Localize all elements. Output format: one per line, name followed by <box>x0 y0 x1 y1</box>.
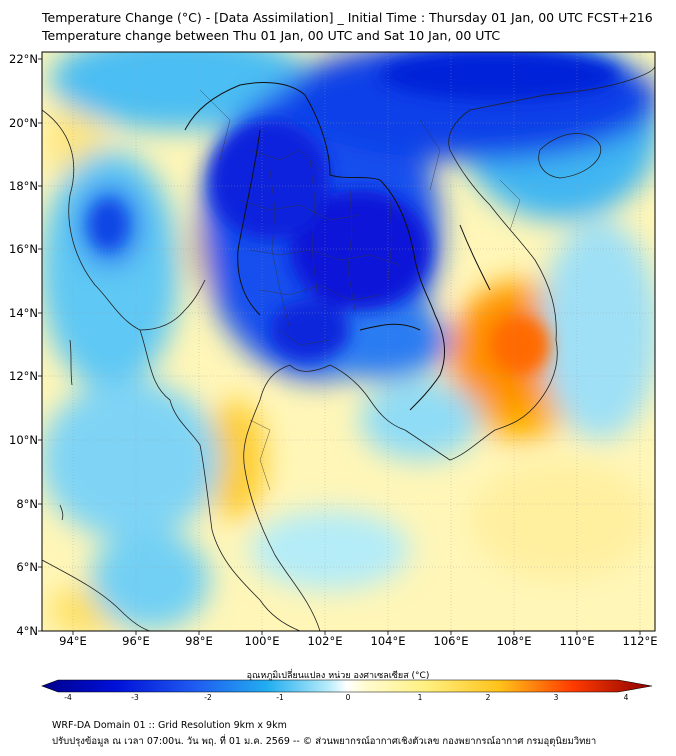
colorbar-tick: -2 <box>204 693 212 702</box>
lon-label: 100°E <box>244 634 280 648</box>
map-title: Temperature Change (°C) - [Data Assimila… <box>42 10 653 25</box>
lon-label: 112°E <box>622 634 658 648</box>
lat-label: 20°N <box>9 116 38 130</box>
colorbar-label: อุณหภูมิเปลี่ยนแปลง หน่วย องศาเซลเซียส (… <box>246 671 430 681</box>
graticule <box>42 52 655 631</box>
lon-label: 94°E <box>59 634 87 648</box>
temperature-field <box>42 52 655 631</box>
lat-label: 12°N <box>9 369 38 383</box>
lat-label: 16°N <box>9 242 38 256</box>
map-frame <box>41 51 656 632</box>
lat-label: 10°N <box>9 433 38 447</box>
footer-update-info: ปรับปรุงข้อมูล ณ เวลา 07:00น. วัน พฤ. ที… <box>52 736 597 747</box>
colorbar <box>41 679 653 693</box>
lon-label: 104°E <box>370 634 406 648</box>
coastlines <box>42 65 655 631</box>
colorbar-tick: 4 <box>623 693 629 702</box>
lon-label: 98°E <box>185 634 213 648</box>
lat-label: 6°N <box>16 560 38 574</box>
colorbar-tick: -1 <box>276 693 284 702</box>
country-borders <box>184 81 491 411</box>
lon-label: 108°E <box>496 634 532 648</box>
colorbar-tick: -3 <box>131 693 139 702</box>
lat-label: 22°N <box>9 52 38 66</box>
colorbar-tick: -4 <box>64 693 72 702</box>
lat-label: 8°N <box>16 497 38 511</box>
footer-model-info: WRF-DA Domain 01 :: Grid Resolution 9km … <box>52 720 287 731</box>
colorbar-tick: 2 <box>485 693 491 702</box>
colorbar-tick: 3 <box>553 693 559 702</box>
lon-label: 102°E <box>307 634 343 648</box>
lat-label: 4°N <box>16 624 38 638</box>
lon-label: 96°E <box>122 634 150 648</box>
colorbar-tick: 0 <box>345 693 351 702</box>
lon-label: 110°E <box>559 634 595 648</box>
lat-label: 18°N <box>9 179 38 193</box>
colorbar-tick: 1 <box>417 693 423 702</box>
map-subtitle: Temperature change between Thu 01 Jan, 0… <box>42 28 501 43</box>
province-borders <box>199 89 521 491</box>
lat-label: 14°N <box>9 306 38 320</box>
lon-label: 106°E <box>433 634 469 648</box>
